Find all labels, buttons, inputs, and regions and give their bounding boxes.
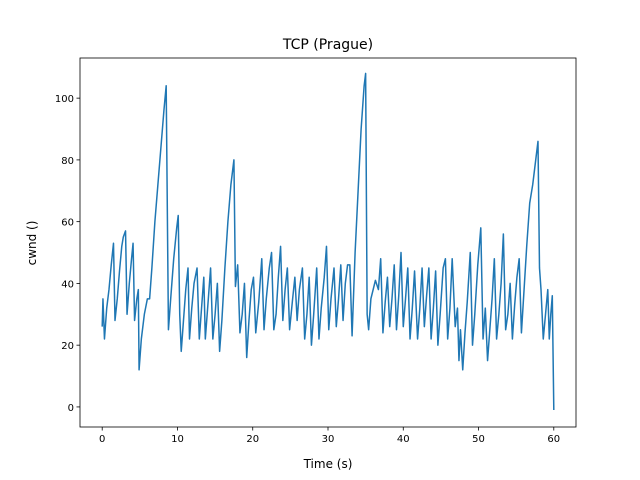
x-tick-label: 30 (322, 434, 335, 445)
y-tick-label: 20 (61, 341, 74, 352)
y-tick-label: 0 (68, 403, 74, 414)
x-axis-label: Time (s) (303, 457, 353, 471)
x-tick-label: 50 (472, 434, 485, 445)
y-tick-label: 80 (61, 156, 74, 167)
y-tick-label: 100 (55, 94, 74, 105)
plot-frame (79, 57, 577, 428)
y-tick-label: 40 (61, 279, 74, 290)
x-tick-label: 40 (397, 434, 410, 445)
y-axis-label: cwnd () (25, 221, 39, 266)
data-line (101, 72, 555, 411)
chart-title: TCP (Prague) (282, 37, 373, 53)
x-tick-label: 0 (99, 434, 105, 445)
y-tick-label: 60 (61, 218, 74, 229)
x-tick-label: 10 (171, 434, 184, 445)
x-tick-label: 20 (246, 434, 259, 445)
x-tick-label: 60 (547, 434, 560, 445)
